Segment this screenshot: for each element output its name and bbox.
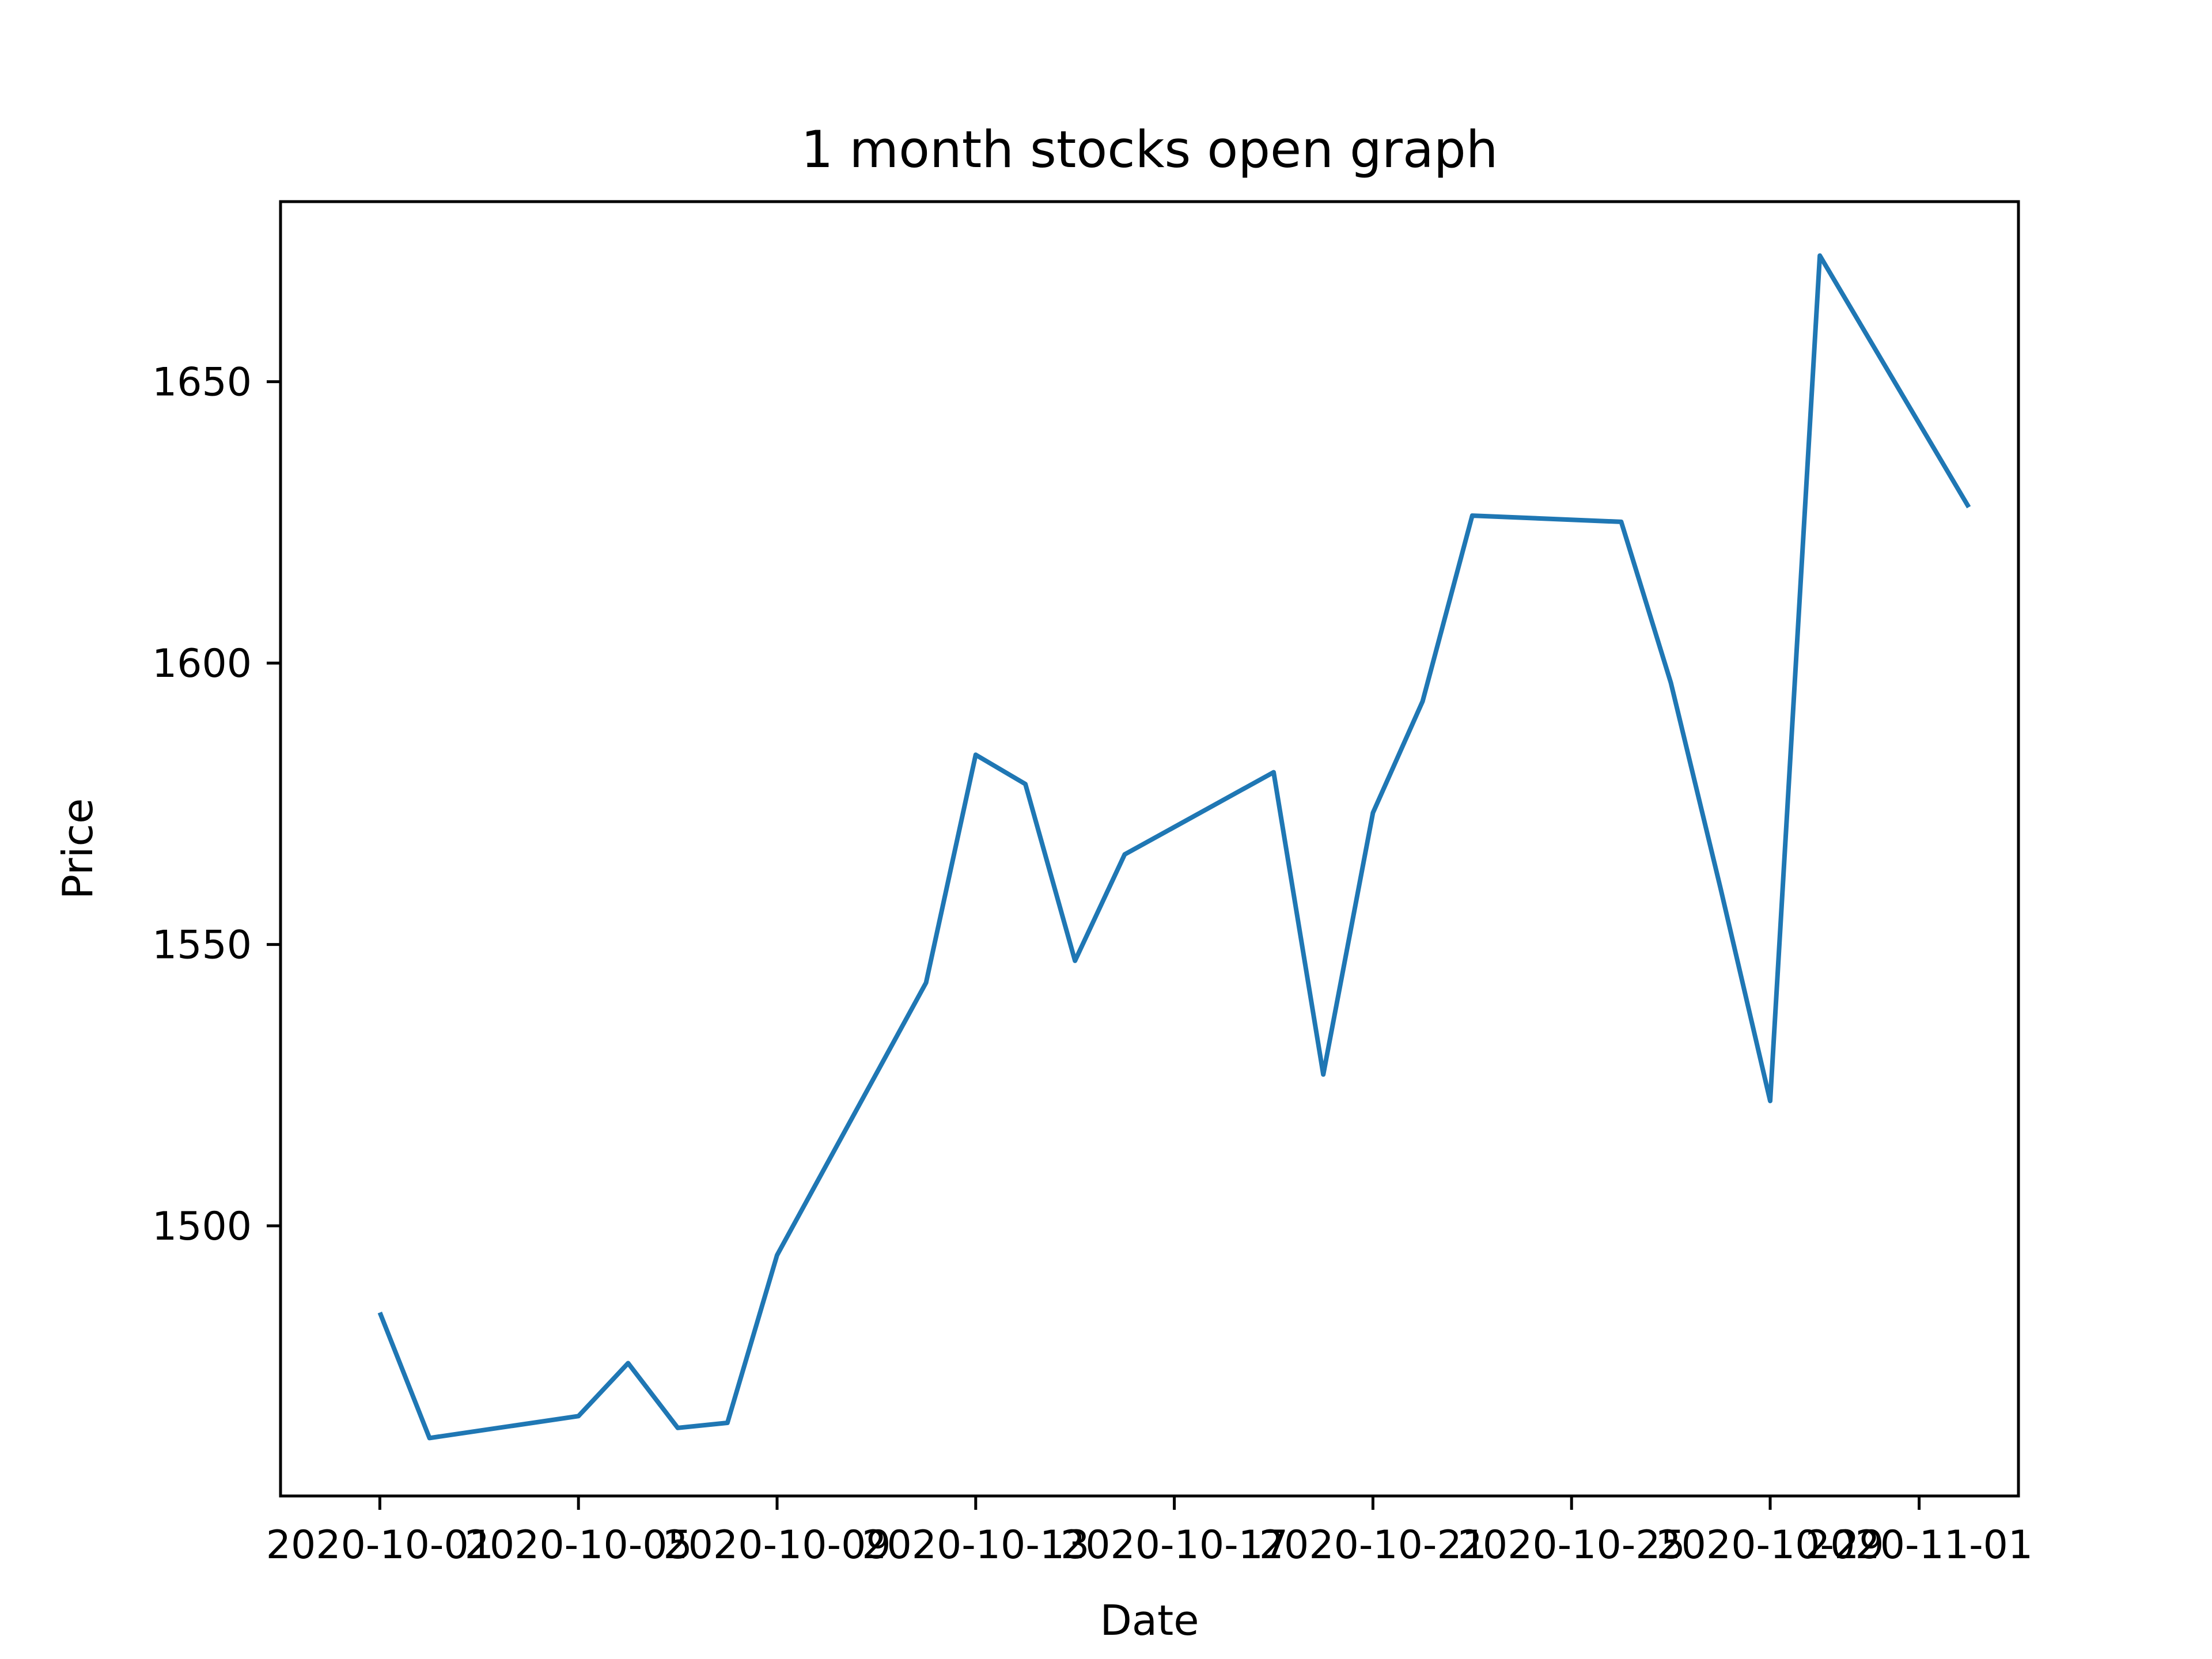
x-tick-label: 2020-10-13 bbox=[862, 1522, 1089, 1568]
series-line bbox=[377, 253, 1971, 1441]
chart-title: 1 month stocks open graph bbox=[801, 120, 1498, 179]
y-tick-label: 1650 bbox=[152, 360, 252, 406]
y-tick-label: 1550 bbox=[152, 923, 252, 968]
x-tick-label: 2020-10-21 bbox=[1259, 1522, 1487, 1568]
x-axis-ticks: 2020-10-012020-10-052020-10-092020-10-13… bbox=[266, 1496, 2033, 1568]
x-tick-label: 2020-10-01 bbox=[266, 1522, 494, 1568]
plot-frame bbox=[279, 200, 2020, 1498]
x-tick-label: 2020-10-25 bbox=[1458, 1522, 1685, 1568]
x-tick-label: 2020-11-01 bbox=[1805, 1522, 2033, 1568]
y-axis-label: Price bbox=[54, 798, 102, 900]
y-tick-label: 1500 bbox=[152, 1204, 252, 1249]
x-axis-label: Date bbox=[1100, 1596, 1199, 1645]
y-tick-label: 1600 bbox=[152, 641, 252, 687]
x-tick-label: 2020-10-29 bbox=[1656, 1522, 1884, 1568]
x-tick-label: 2020-10-09 bbox=[663, 1522, 891, 1568]
x-tick-label: 2020-10-05 bbox=[465, 1522, 692, 1568]
y-axis-ticks: 1500 1550 1600 1650 bbox=[152, 360, 281, 1249]
x-tick-label: 2020-10-17 bbox=[1060, 1522, 1288, 1568]
